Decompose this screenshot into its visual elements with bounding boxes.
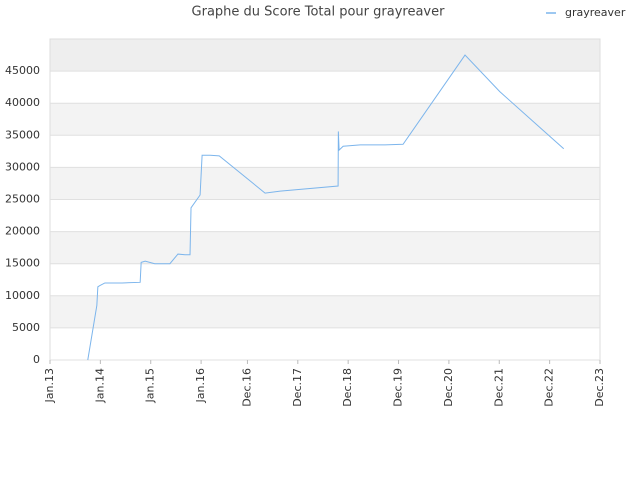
y-tick-label: 45000 (5, 64, 40, 77)
y-tick-label: 10000 (5, 289, 40, 302)
legend-label: grayreaver (565, 6, 626, 19)
band (50, 263, 600, 296)
band (50, 231, 600, 264)
y-tick-label: 30000 (5, 160, 40, 173)
y-tick-label: 0 (33, 353, 40, 366)
band (50, 167, 600, 200)
x-tick-label: Dec.16 (240, 368, 253, 407)
band (50, 199, 600, 232)
band (50, 71, 600, 104)
band (50, 295, 600, 328)
x-tick-label: Dec.23 (593, 368, 606, 407)
band (50, 327, 600, 360)
y-tick-label: 40000 (5, 96, 40, 109)
x-tick-label: Dec.21 (492, 368, 505, 407)
x-tick-label: Jan.13 (43, 368, 56, 403)
y-tick-label: 15000 (5, 257, 40, 270)
band (50, 135, 600, 168)
y-tick-label: 20000 (5, 225, 40, 238)
x-tick-label: Dec.22 (543, 368, 556, 407)
chart-title: Graphe du Score Total pour grayreaver (192, 5, 446, 20)
x-tick-label: Jan.15 (144, 368, 157, 403)
x-tick-label: Dec.17 (291, 368, 304, 407)
y-tick-label: 5000 (12, 321, 40, 334)
y-tick-label: 25000 (5, 193, 40, 206)
series-line (87, 54, 565, 361)
x-tick-label: Dec.20 (442, 368, 455, 407)
band (50, 39, 600, 72)
band (50, 103, 600, 136)
y-tick-label: 35000 (5, 128, 40, 141)
x-tick-label: Dec.19 (392, 368, 405, 407)
x-tick-label: Dec.18 (341, 368, 354, 407)
x-tick-label: Jan.14 (93, 368, 106, 403)
x-tick-label: Jan.16 (194, 368, 207, 403)
